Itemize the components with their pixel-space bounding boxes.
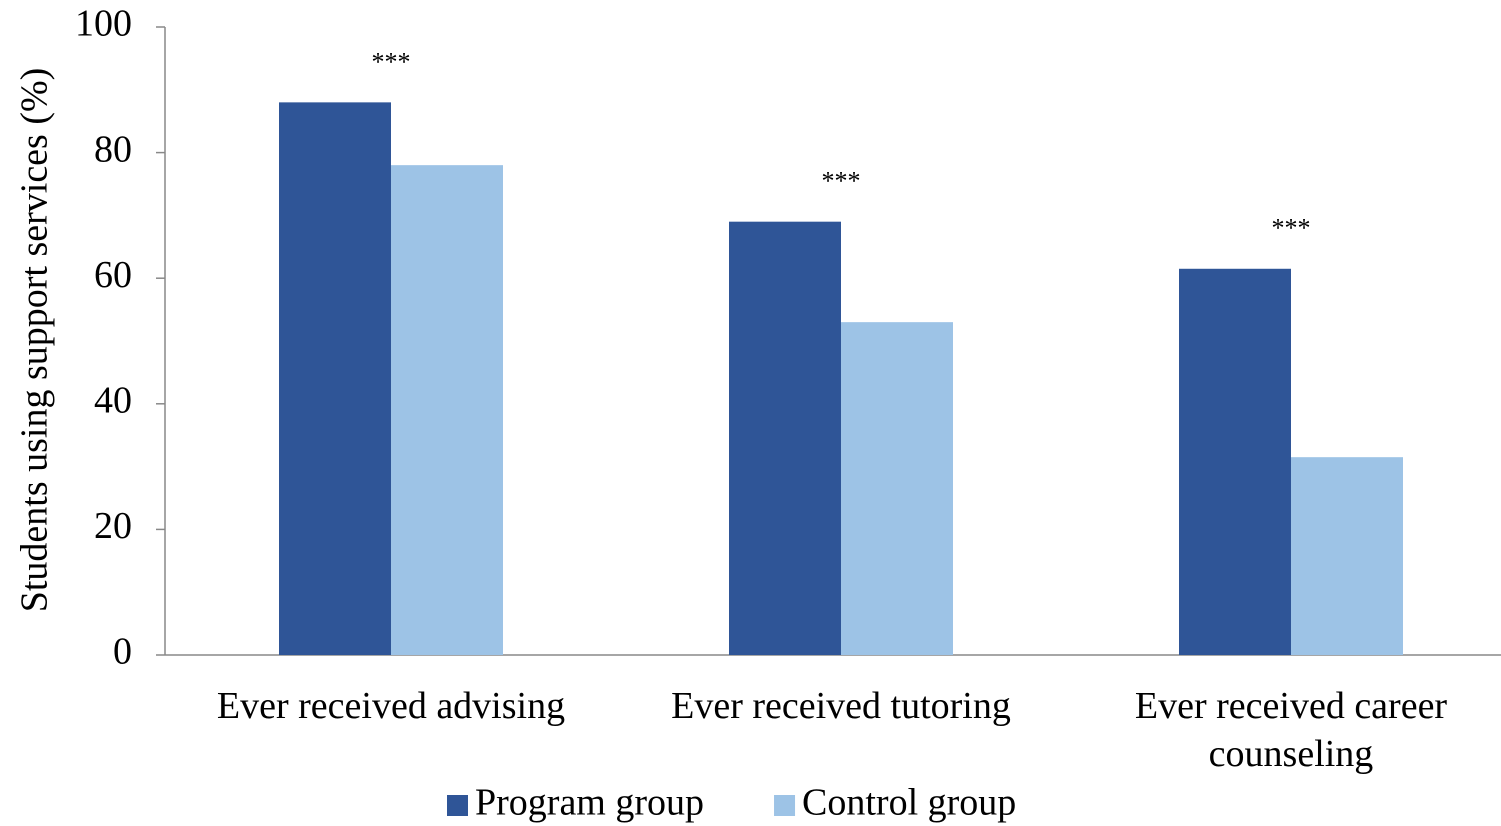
legend-swatch	[774, 795, 796, 816]
y-axis-title: Students using support services (%)	[14, 68, 56, 613]
legend-label: Program group	[475, 782, 704, 824]
x-tick-label: Ever received career counseling	[1134, 685, 1448, 775]
x-tick-label: Ever received advising	[216, 685, 566, 727]
bar	[1291, 457, 1403, 655]
y-tick-label: 100	[75, 3, 132, 45]
bar	[391, 165, 503, 655]
annotation: ***	[372, 47, 411, 76]
bar	[841, 322, 953, 655]
y-tick-label: 0	[113, 631, 132, 673]
legend-label: Control group	[802, 782, 1016, 824]
legend-swatch	[447, 795, 468, 816]
bar	[1179, 268, 1291, 655]
y-tick-label: 60	[94, 254, 132, 296]
bar	[729, 221, 841, 655]
annotation: ***	[822, 167, 861, 196]
x-tick-label: Ever received tutoring	[671, 685, 1011, 727]
y-tick-label: 80	[94, 128, 132, 170]
bar	[279, 102, 391, 656]
y-tick-label: 40	[94, 380, 132, 422]
annotation: ***	[1272, 214, 1311, 243]
y-tick-label: 20	[94, 505, 132, 547]
